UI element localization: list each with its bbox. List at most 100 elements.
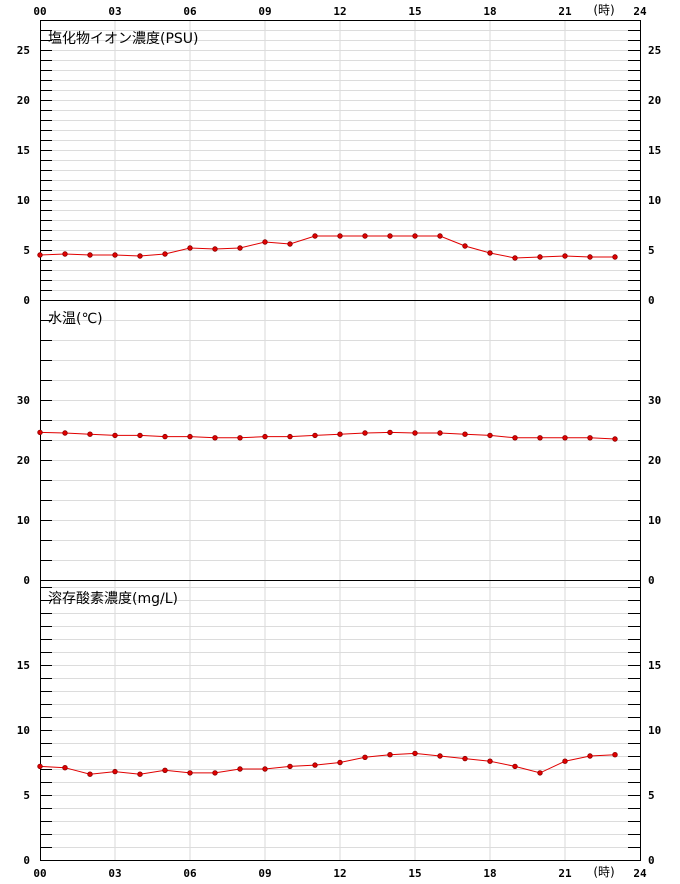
x-tick-label-bottom: 18 — [483, 867, 496, 880]
data-point — [462, 243, 468, 249]
y-tick-label-left: 0 — [23, 294, 30, 307]
y-tick-label-right: 20 — [648, 454, 661, 467]
data-point — [437, 753, 443, 759]
data-point — [337, 431, 343, 437]
data-point — [62, 765, 68, 771]
data-point — [437, 233, 443, 239]
y-tick-label-left: 15 — [17, 144, 30, 157]
data-point — [387, 752, 393, 758]
y-tick-label-left: 5 — [23, 789, 30, 802]
x-tick-label-bottom: 06 — [183, 867, 197, 880]
y-tick-label-left: 25 — [17, 44, 30, 57]
data-point — [362, 754, 368, 760]
x-tick-label-top: 00 — [33, 5, 46, 18]
series-line — [39, 235, 615, 259]
data-point — [137, 771, 143, 777]
panel-title: 溶存酸素濃度(mg/L) — [48, 591, 178, 607]
data-point — [562, 253, 568, 259]
data-point — [212, 770, 218, 776]
data-point — [87, 252, 93, 258]
y-tick-label-right: 15 — [648, 659, 661, 672]
y-tick-label-left: 10 — [17, 514, 30, 527]
y-tick-label-right: 20 — [648, 94, 661, 107]
data-point — [162, 433, 168, 440]
y-tick-label-right: 30 — [648, 394, 661, 407]
x-tick-label-bottom: 21 — [558, 867, 572, 880]
data-point — [62, 251, 68, 257]
panel-title: 塩化物イオン濃度(PSU) — [48, 31, 199, 47]
y-tick-label-right: 10 — [648, 514, 661, 527]
data-point — [287, 433, 293, 440]
x-tick-label-top: 12 — [333, 5, 346, 18]
data-point — [312, 233, 318, 239]
y-tick-label-left: 20 — [17, 94, 30, 107]
data-point — [312, 762, 318, 768]
data-point — [187, 433, 193, 440]
data-point — [237, 245, 243, 251]
data-point — [262, 766, 268, 772]
x-tick-label-top: 03 — [108, 5, 121, 18]
data-point — [162, 767, 168, 773]
data-point — [587, 254, 593, 260]
y-tick-label-right: 10 — [648, 724, 661, 737]
y-tick-label-left: 30 — [17, 394, 30, 407]
data-point — [462, 431, 468, 437]
data-point — [87, 771, 93, 777]
data-point — [612, 436, 618, 442]
x-tick-label-bottom: 15 — [408, 867, 421, 880]
data-point — [37, 429, 43, 436]
data-point — [287, 241, 293, 247]
panel-frame — [40, 580, 641, 861]
y-tick-label-right: 10 — [648, 194, 661, 207]
y-tick-label-left: 15 — [17, 659, 30, 672]
y-tick-label-left: 0 — [23, 574, 30, 587]
data-point — [262, 239, 268, 245]
y-tick-label-right: 0 — [648, 574, 655, 587]
data-point — [412, 750, 418, 757]
x-tick-label-top: 06 — [183, 5, 197, 18]
data-point — [162, 251, 168, 257]
data-point — [487, 432, 493, 439]
data-point — [362, 233, 368, 239]
data-point — [237, 766, 243, 772]
data-point — [612, 254, 618, 260]
data-point — [187, 770, 193, 776]
data-point — [437, 430, 443, 436]
data-point — [112, 252, 118, 258]
x-tick-label-bottom: 24 — [633, 867, 647, 880]
data-point — [537, 770, 543, 776]
data-point — [237, 435, 243, 441]
x-tick-label-top: 15 — [408, 5, 421, 18]
data-point — [112, 432, 118, 439]
data-point — [462, 755, 468, 762]
series-line — [39, 752, 616, 775]
data-point — [362, 430, 368, 436]
x-unit-label-top: (時) — [593, 3, 614, 17]
y-tick-label-left: 0 — [23, 854, 30, 867]
data-point — [87, 431, 93, 437]
data-point — [412, 233, 418, 239]
data-point — [537, 254, 543, 260]
data-point — [37, 763, 43, 770]
series-line — [39, 431, 616, 440]
data-point — [337, 233, 343, 239]
x-tick-label-top: 24 — [633, 5, 647, 18]
y-tick-label-right: 5 — [648, 789, 655, 802]
data-point — [137, 432, 143, 439]
y-tick-label-right: 25 — [648, 44, 661, 57]
data-point — [587, 753, 593, 759]
data-point — [612, 752, 618, 758]
data-point — [512, 255, 518, 261]
data-point — [512, 763, 518, 770]
x-tick-label-top: 09 — [258, 5, 271, 18]
data-point — [62, 430, 68, 436]
y-tick-label-right: 0 — [648, 854, 655, 867]
y-tick-label-left: 5 — [23, 244, 30, 257]
data-point — [337, 759, 343, 766]
y-tick-label-right: 0 — [648, 294, 655, 307]
data-point — [562, 758, 568, 764]
y-tick-label-right: 15 — [648, 144, 661, 157]
data-point — [312, 432, 318, 439]
data-point — [487, 758, 493, 764]
